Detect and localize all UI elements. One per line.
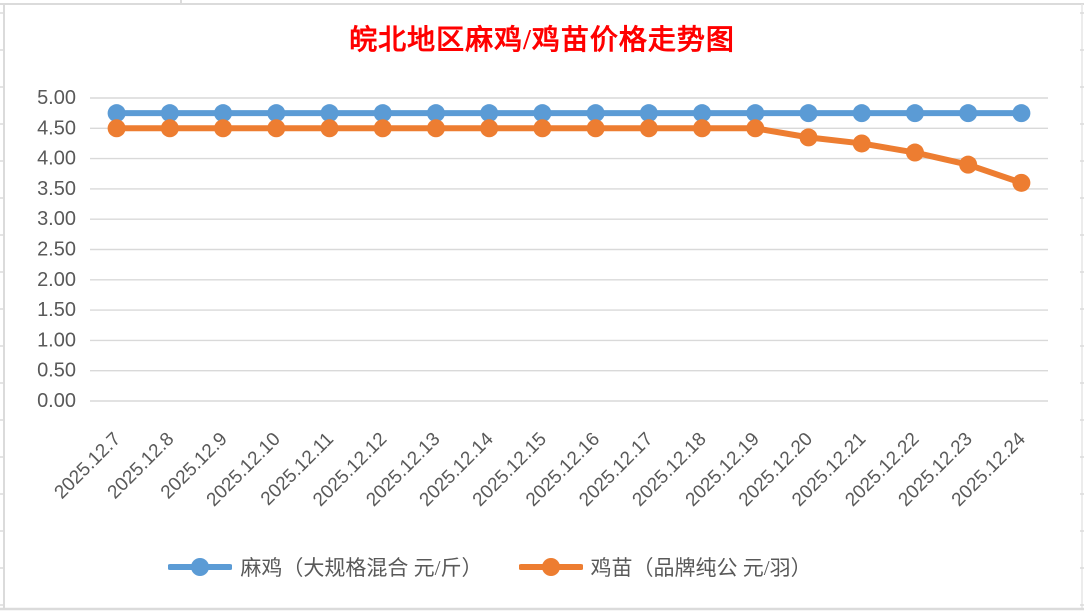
y-axis-tick-label: 0.50 [37,360,76,382]
data-point-marker [533,104,552,123]
y-axis-tick-label: 4.50 [37,117,76,139]
data-point-marker [426,119,445,138]
legend-marker [518,558,583,576]
data-point-marker [852,134,871,153]
data-point-marker [107,104,126,123]
data-point-marker [480,119,499,138]
y-axis-tick-label: 3.00 [37,208,76,230]
data-point-marker [639,104,658,123]
y-axis-tick-label: 3.50 [37,178,76,200]
y-axis-tick-label: 2.50 [37,239,76,261]
data-point-marker [959,155,978,174]
data-point-marker [799,104,818,123]
legend-item-1: 鸡苗（品牌纯公 元/羽） [518,552,812,582]
data-point-marker [586,119,605,138]
data-point-marker [959,104,978,123]
data-point-marker [533,119,552,138]
series-line-1 [113,125,1025,186]
data-point-marker [160,104,179,123]
data-point-marker [905,143,924,162]
y-axis-tick-label: 1.50 [37,299,76,321]
data-point-marker [1012,104,1031,123]
data-point-marker [426,104,445,123]
data-point-marker [107,119,126,138]
data-point-marker [693,119,712,138]
y-axis-tick-label: 5.00 [37,87,76,109]
y-axis-tick-label: 2.00 [37,269,76,291]
chart-title: 皖北地区麻鸡/鸡苗价格走势图 [349,25,735,56]
data-point-marker [214,119,233,138]
data-point-marker [639,119,658,138]
legend-item-0: 麻鸡（大规格混合 元/斤） [168,552,483,582]
data-point-marker [320,104,339,123]
legend-label: 麻鸡（大规格混合 元/斤） [240,556,483,580]
data-point-marker [480,104,499,123]
legend-label: 鸡苗（品牌纯公 元/羽） [590,556,812,580]
legend-dot [191,558,210,576]
data-point-marker [267,104,286,123]
y-axis-tick-label: 0.00 [37,390,76,412]
data-point-marker [905,104,924,123]
data-point-marker [320,119,339,138]
data-point-marker [799,128,818,147]
data-point-marker [746,104,765,123]
legend-dot [541,558,560,576]
data-point-marker [373,104,392,123]
chart-legend: 麻鸡（大规格混合 元/斤） 鸡苗（品牌纯公 元/羽） [0,552,1084,582]
data-point-marker [267,119,286,138]
y-axis-tick-label: 4.00 [37,148,76,170]
data-point-marker [693,104,712,123]
data-point-marker [852,104,871,123]
data-point-marker [373,119,392,138]
data-point-marker [746,119,765,138]
data-point-marker [214,104,233,123]
y-axis-tick-label: 1.00 [37,329,76,351]
data-point-marker [586,104,605,123]
data-point-marker [1012,173,1031,192]
data-point-marker [160,119,179,138]
legend-marker [168,558,233,576]
